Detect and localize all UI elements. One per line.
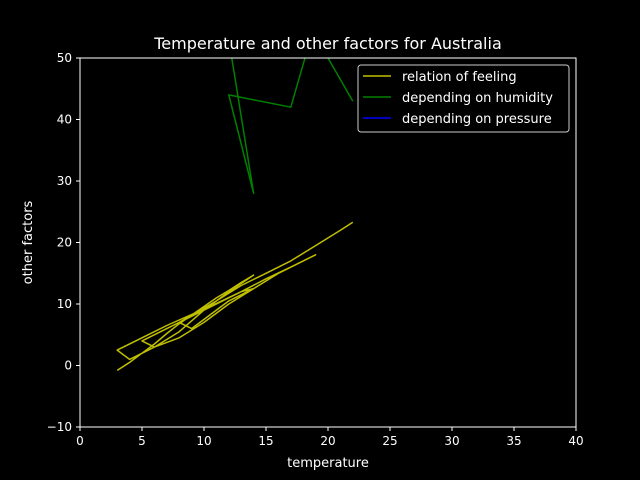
legend: relation of feeling depending on humidit… [357,64,570,133]
x-tick-label: 10 [196,434,211,448]
series-line-relation-of-feeling [116,221,354,372]
y-tick-label: 10 [57,297,72,311]
y-tick-label: 50 [57,51,72,65]
y-tick-label: 20 [57,236,72,250]
x-tick-label: 25 [382,434,397,448]
legend-label-depending-on-pressure: depending on pressure [402,112,552,127]
series-layer [116,58,354,372]
y-tick-label: 40 [57,113,72,127]
x-tick-label: 5 [138,434,146,448]
legend-label-depending-on-humidity: depending on humidity [402,91,553,106]
x-axis: 0 5 10 15 20 25 30 35 40 [76,427,584,448]
y-axis-label: other factors [21,200,36,284]
chart-title: Temperature and other factors for Austra… [153,34,502,53]
x-tick-label: 35 [506,434,521,448]
x-tick-label: 15 [258,434,273,448]
x-tick-label: 20 [320,434,335,448]
x-tick-label: 0 [76,434,84,448]
series-line-depending-on-humidity [228,58,354,195]
legend-box [357,64,570,133]
y-tick-label: −10 [47,420,72,434]
y-axis: −10 0 10 20 30 40 50 [47,51,80,434]
legend-label-relation-of-feeling: relation of feeling [402,70,517,85]
x-axis-label: temperature [287,456,369,471]
y-tick-label: 0 [64,359,72,373]
x-tick-label: 40 [568,434,583,448]
x-tick-label: 30 [444,434,459,448]
y-tick-label: 30 [57,174,72,188]
